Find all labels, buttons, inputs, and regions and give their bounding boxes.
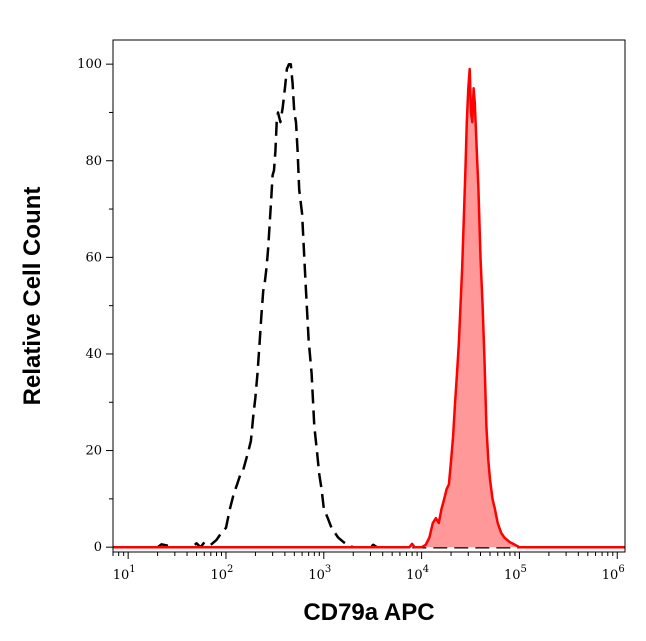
y-tick-label: 80 <box>85 154 102 169</box>
x-tick-label: 101 <box>113 564 136 583</box>
y-axis-title: Relative Cell Count <box>19 187 46 406</box>
y-axis: 0 20 40 60 80 100 <box>77 57 113 555</box>
x-tick-label: 106 <box>602 564 625 583</box>
x-axis-title: CD79a APC <box>303 599 434 626</box>
x-tick-label: 103 <box>308 564 331 583</box>
y-tick-label: 100 <box>77 57 102 72</box>
y-tick-label: 0 <box>94 540 102 555</box>
series-0-line <box>113 62 625 549</box>
x-axis: 101 102 103 104 105 106 <box>112 552 625 583</box>
x-tick-label: 102 <box>211 564 234 583</box>
x-tick-label: 104 <box>406 564 429 583</box>
y-tick-label: 20 <box>85 444 102 459</box>
plot-frame <box>112 39 626 553</box>
y-tick-label: 40 <box>85 347 102 362</box>
series-1-line <box>113 67 625 549</box>
series-layer <box>113 62 625 549</box>
y-tick-label: 60 <box>85 250 102 265</box>
x-tick-label: 105 <box>504 564 527 583</box>
